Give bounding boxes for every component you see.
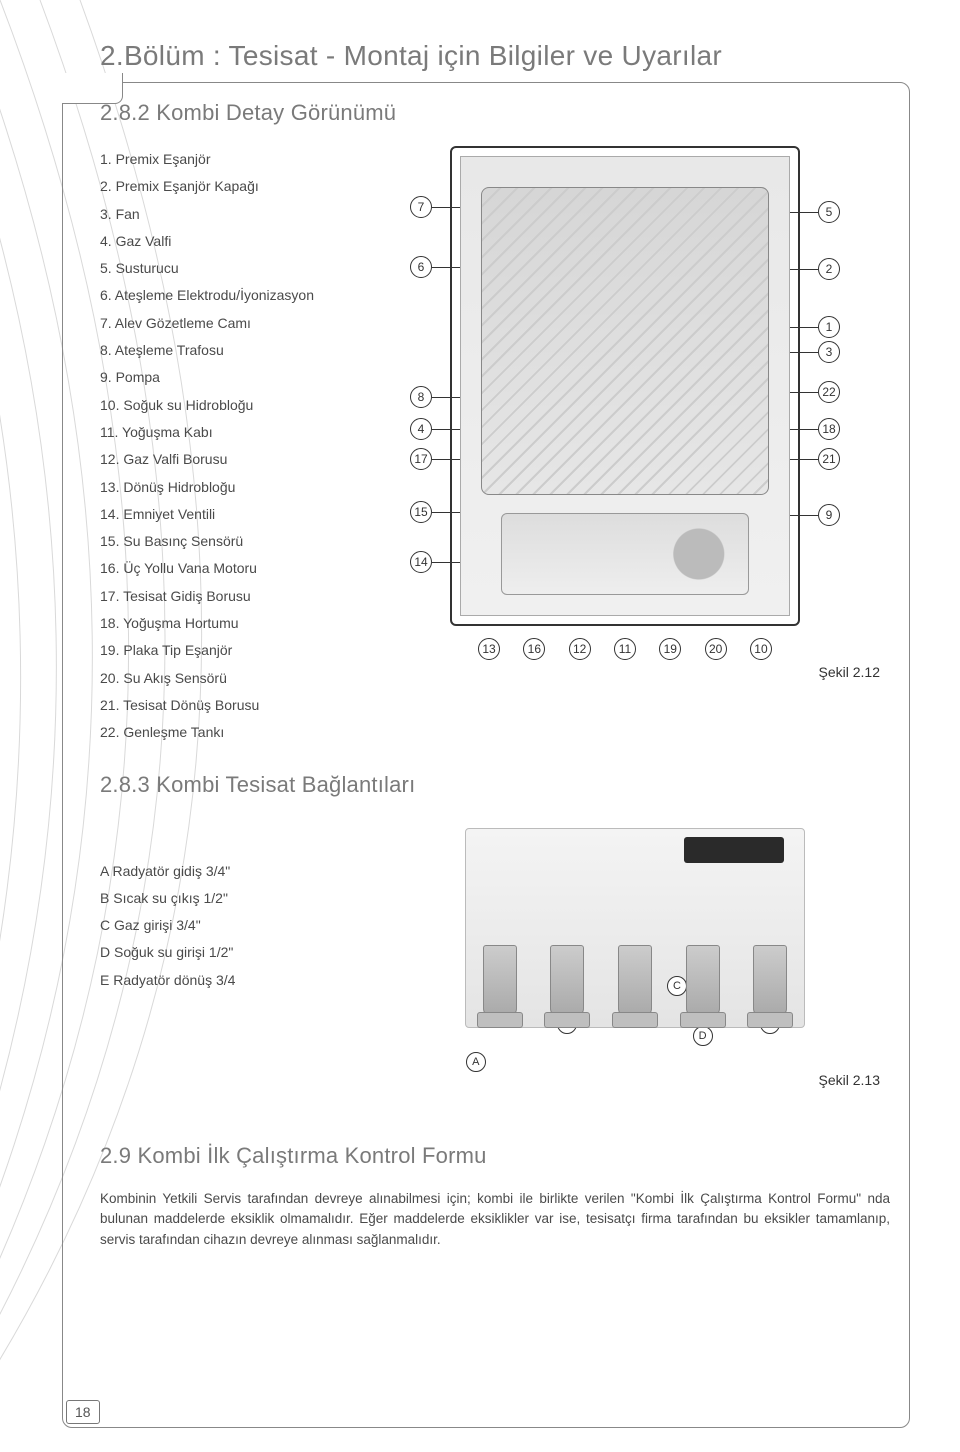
callout-lead [790, 352, 818, 353]
pipe-C: C [618, 945, 652, 1015]
section-282-title: 2.8.2 Kombi Detay Görünümü [100, 100, 890, 126]
parts-list-item: 14. Emniyet Ventili [100, 501, 360, 528]
callout-lead [790, 515, 818, 516]
parts-list-item: 12. Gaz Valfi Borusu [100, 446, 360, 473]
parts-list-item: 13. Dönüş Hidrobloğu [100, 474, 360, 501]
parts-list-item: 6. Ateşleme Elektrodu/İyonizasyon [100, 282, 360, 309]
callout-17: 17 [410, 448, 432, 470]
parts-list-item: 1. Premix Eşanjör [100, 146, 360, 173]
connection-item: E Radyatör dönüş 3/4 [100, 967, 340, 994]
callout-lead [790, 459, 818, 460]
pipe-label-E: E [760, 1014, 780, 1034]
section-29-body: Kombinin Yetkili Servis tarafından devre… [100, 1189, 890, 1252]
boiler-outline [450, 146, 800, 626]
callout-lead [432, 512, 460, 513]
boiler-display-panel [684, 837, 784, 863]
callout-22: 22 [818, 381, 840, 403]
pipe-B: B [550, 945, 584, 1015]
callout-4: 4 [410, 418, 432, 440]
callout-lead [432, 207, 460, 208]
parts-list-item: 22. Genleşme Tankı [100, 719, 360, 746]
connection-item: D Soğuk su girişi 1/2" [100, 939, 340, 966]
callout-11: 11 [614, 638, 636, 660]
callout-lead [432, 429, 460, 430]
callout-lead [432, 562, 460, 563]
callout-lead [790, 269, 818, 270]
parts-list-item: 9. Pompa [100, 364, 360, 391]
callout-18: 18 [818, 418, 840, 440]
callout-1: 1 [818, 316, 840, 338]
parts-list-item: 7. Alev Gözetleme Camı [100, 310, 360, 337]
parts-list-item: 21. Tesisat Dönüş Borusu [100, 692, 360, 719]
parts-list-item: 19. Plaka Tip Eşanjör [100, 637, 360, 664]
section-283-title: 2.8.3 Kombi Tesisat Bağlantıları [100, 772, 890, 798]
pipe-label-B: B [557, 1014, 577, 1034]
pipe-label-A: A [466, 1052, 486, 1072]
callout-20: 20 [705, 638, 727, 660]
pipe-A: A [483, 945, 517, 1015]
parts-list-item: 11. Yoğuşma Kabı [100, 419, 360, 446]
pipe-label-C: C [667, 976, 687, 996]
callout-12: 12 [569, 638, 591, 660]
parts-list-item: 10. Soğuk su Hidrobloğu [100, 392, 360, 419]
pipe-E: E [753, 945, 787, 1015]
callout-lead [790, 429, 818, 430]
parts-list-item: 4. Gaz Valfi [100, 228, 360, 255]
callout-lead [432, 459, 460, 460]
callout-10: 10 [750, 638, 772, 660]
parts-list-item: 8. Ateşleme Trafosu [100, 337, 360, 364]
parts-list: 1. Premix Eşanjör2. Premix Eşanjör Kapağ… [100, 146, 360, 747]
callout-9: 9 [818, 504, 840, 526]
callout-8: 8 [410, 386, 432, 408]
figure-213-caption: Şekil 2.13 [380, 1072, 890, 1088]
connection-item: A Radyatör gidiş 3/4" [100, 858, 340, 885]
callout-lead [790, 392, 818, 393]
callout-15: 15 [410, 501, 432, 523]
callout-lead [790, 212, 818, 213]
callout-14: 14 [410, 551, 432, 573]
callout-7: 7 [410, 196, 432, 218]
connection-item: C Gaz girişi 3/4" [100, 912, 340, 939]
section-29-title: 2.9 Kombi İlk Çalıştırma Kontrol Formu [100, 1143, 890, 1169]
boiler-diagram: 7684171514 52132218219 13161211192010 Şe… [390, 146, 890, 747]
connections-figure: ABCDE Şekil 2.13 [380, 828, 890, 1088]
callout-3: 3 [818, 341, 840, 363]
callout-2: 2 [818, 258, 840, 280]
page-number: 18 [66, 1400, 100, 1424]
callout-lead [790, 327, 818, 328]
connection-item: B Sıcak su çıkış 1/2" [100, 885, 340, 912]
pipe-label-D: D [693, 1026, 713, 1046]
parts-list-item: 17. Tesisat Gidiş Borusu [100, 583, 360, 610]
parts-list-item: 3. Fan [100, 201, 360, 228]
chapter-title: 2.Bölüm : Tesisat - Montaj için Bilgiler… [100, 40, 890, 72]
parts-list-item: 16. Üç Yollu Vana Motoru [100, 555, 360, 582]
callout-16: 16 [523, 638, 545, 660]
connections-list: A Radyatör gidiş 3/4"B Sıcak su çıkış 1/… [100, 828, 340, 1088]
parts-list-item: 2. Premix Eşanjör Kapağı [100, 173, 360, 200]
pipe-D: D [686, 945, 720, 1015]
figure-212-caption: Şekil 2.12 [390, 664, 890, 680]
parts-list-item: 5. Susturucu [100, 255, 360, 282]
callout-21: 21 [818, 448, 840, 470]
callout-13: 13 [478, 638, 500, 660]
callout-5: 5 [818, 201, 840, 223]
callout-lead [432, 397, 460, 398]
callout-lead [432, 267, 460, 268]
parts-list-item: 15. Su Basınç Sensörü [100, 528, 360, 555]
callout-19: 19 [659, 638, 681, 660]
parts-list-item: 20. Su Akış Sensörü [100, 665, 360, 692]
parts-list-item: 18. Yoğuşma Hortumu [100, 610, 360, 637]
callout-6: 6 [410, 256, 432, 278]
